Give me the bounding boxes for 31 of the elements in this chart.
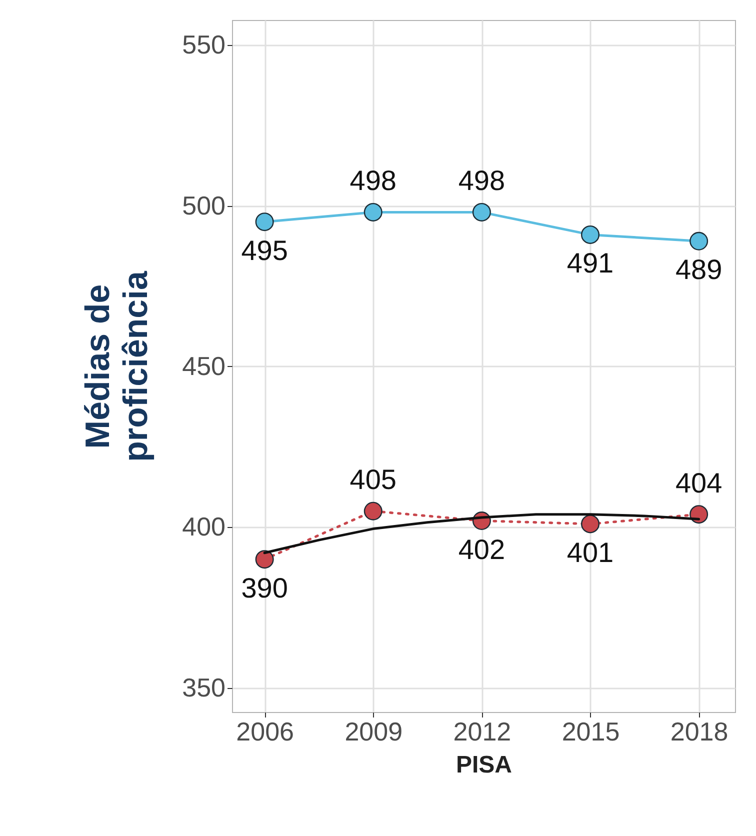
- point: [255, 550, 274, 569]
- point: [364, 202, 382, 222]
- point: [580, 514, 600, 534]
- y-axis-title: Médias de proficiência: [79, 270, 156, 462]
- y-tick-label: 400: [182, 512, 226, 542]
- point: [580, 225, 600, 244]
- point: [472, 202, 491, 222]
- x-tick-label: 2018: [670, 716, 728, 746]
- x-tick-label: 2009: [344, 716, 403, 746]
- data-label: 405: [350, 464, 396, 496]
- x-axis-title: PISA: [456, 752, 512, 778]
- data-label: 404: [675, 467, 722, 498]
- data-label: 402: [458, 534, 506, 565]
- y-tick-label: 500: [182, 190, 226, 220]
- data-label: 495: [241, 234, 288, 266]
- data-label: 491: [566, 248, 614, 279]
- y-tick-label: 450: [182, 350, 226, 381]
- x-tick-label: 2015: [562, 716, 620, 746]
- x-tick-label: 2006: [236, 716, 294, 746]
- y-tick-label: 350: [182, 672, 226, 702]
- point: [690, 232, 708, 250]
- x-tick-label: 2012: [453, 716, 512, 746]
- y-tick-label: 550: [182, 30, 226, 60]
- data-label: 498: [458, 165, 506, 196]
- point: [255, 212, 274, 232]
- data-label: 390: [241, 572, 288, 604]
- point: [690, 505, 708, 524]
- data-label: 498: [350, 165, 396, 196]
- data-label: 489: [675, 254, 722, 286]
- data-label: 401: [566, 536, 614, 568]
- point: [364, 502, 382, 520]
